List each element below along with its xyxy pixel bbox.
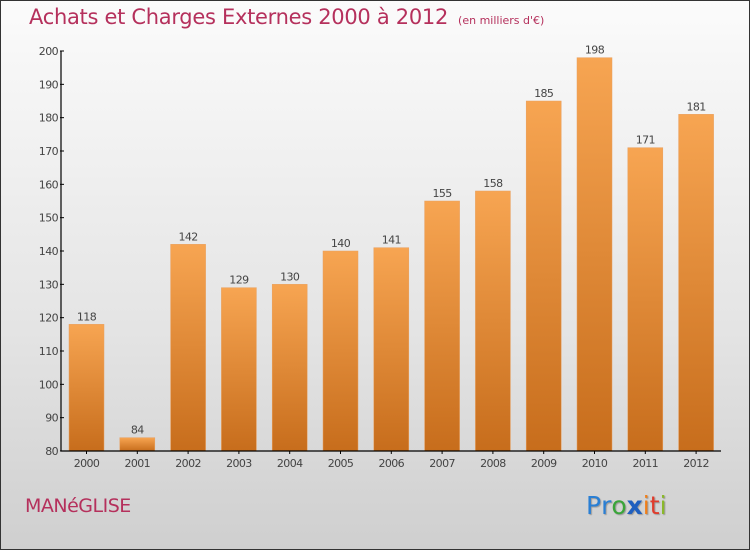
- bar-2003: [221, 287, 257, 452]
- y-tick-label: 90: [45, 412, 58, 425]
- x-tick-label-2006: 2006: [378, 457, 404, 470]
- bar-2011: [627, 147, 664, 452]
- x-axis: 2000 2001 2002 2003 2004 2005 2006 2007 2008 2009…: [61, 450, 721, 470]
- bar-2002: [170, 244, 206, 452]
- value-label-2006: 141: [382, 234, 401, 247]
- y-tick-label: 190: [39, 78, 59, 91]
- logo-letter: x: [626, 491, 643, 520]
- y-tick-label: 80: [45, 445, 58, 458]
- value-label-2001: 84: [131, 424, 144, 437]
- value-label-2009: 185: [534, 87, 554, 100]
- x-tick-label-2003: 2003: [226, 457, 252, 470]
- value-label-2011: 171: [636, 134, 655, 147]
- y-tick-label: 130: [39, 278, 59, 291]
- chart-subtitle: (en milliers d'€): [458, 14, 545, 27]
- x-tick-label-2005: 2005: [328, 457, 354, 470]
- bar-2012: [678, 114, 714, 452]
- value-label-2007: 155: [432, 187, 452, 200]
- logo-letter: i: [642, 491, 650, 520]
- bar-2009: [525, 100, 562, 452]
- bar-2000: [68, 324, 105, 452]
- x-tick-label-2011: 2011: [632, 457, 658, 470]
- y-tick-label: 160: [39, 178, 59, 191]
- value-label-2003: 129: [229, 274, 249, 287]
- x-tick-label-2000: 2000: [74, 457, 100, 470]
- bars-group: 118 84 142 129 130 140 141 155 158 185 198 171 181: [68, 44, 714, 452]
- y-tick-label: 140: [39, 245, 59, 258]
- value-label-2008: 158: [483, 177, 503, 190]
- title-text: Achats et Charges Externes 2000 à 2012: [29, 5, 449, 29]
- x-tick-label-2009: 2009: [531, 457, 557, 470]
- bar-2004: [271, 284, 308, 452]
- y-tick-label: 150: [39, 212, 59, 225]
- y-tick-label: 170: [39, 145, 59, 158]
- logo-letter: t: [649, 491, 660, 520]
- value-label-2010: 198: [585, 44, 605, 57]
- x-tick-label-2010: 2010: [582, 457, 608, 470]
- value-label-2000: 118: [77, 310, 97, 323]
- y-tick-label: 100: [39, 378, 59, 391]
- value-label-2012: 181: [686, 100, 705, 113]
- bar-2008: [475, 190, 511, 452]
- bar-2010: [576, 57, 613, 452]
- chart-title: Achats et Charges Externes 2000 à 2012 (e…: [29, 5, 544, 29]
- bar-2006: [373, 247, 410, 452]
- value-label-2002: 142: [178, 230, 197, 243]
- x-tick-label-2001: 2001: [124, 457, 150, 470]
- y-axis: 80 90 100 110 120 130 140 150 160 170 180 190 200: [39, 45, 64, 458]
- bar-2001: [119, 437, 156, 452]
- city-name: MANéGLISE: [25, 495, 131, 517]
- bar-2005: [322, 250, 359, 452]
- x-tick-label-2004: 2004: [277, 457, 303, 470]
- logo-letter: P: [586, 491, 602, 520]
- value-label-2005: 140: [331, 237, 351, 250]
- logo-letter: r: [601, 491, 612, 520]
- x-tick-label-2002: 2002: [175, 457, 201, 470]
- value-label-2004: 130: [280, 270, 300, 283]
- y-tick-label: 120: [39, 312, 59, 325]
- bar-2007: [424, 200, 460, 452]
- x-tick-label-2008: 2008: [480, 457, 506, 470]
- logo-letter: i: [659, 491, 667, 520]
- proxiti-logo[interactable]: Proxiti: [586, 491, 667, 520]
- x-tick-label-2007: 2007: [429, 457, 455, 470]
- y-tick-label: 180: [39, 112, 59, 125]
- x-tick-label-2012: 2012: [683, 457, 709, 470]
- y-tick-label: 110: [39, 345, 59, 358]
- logo-letter: o: [611, 491, 627, 520]
- y-tick-label: 200: [39, 45, 59, 58]
